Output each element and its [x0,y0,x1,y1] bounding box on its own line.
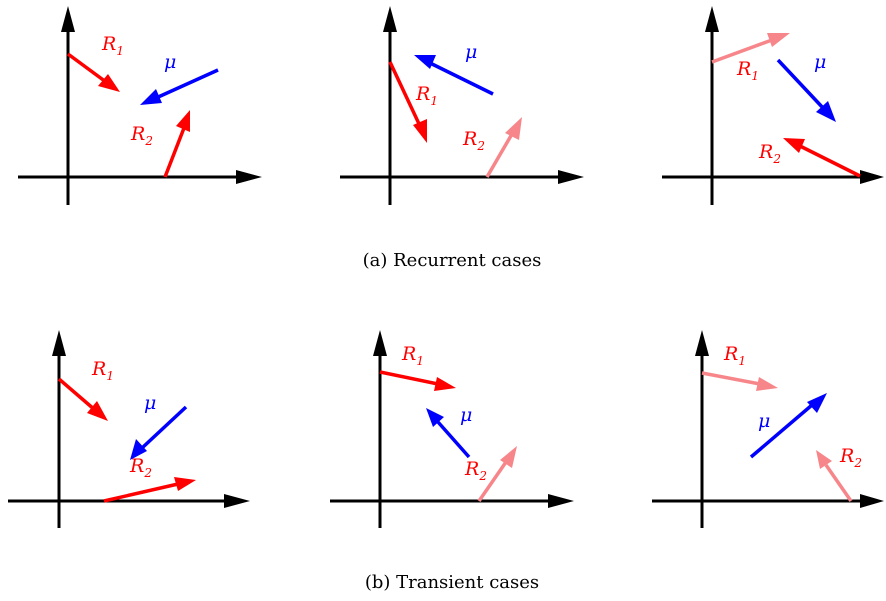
mu-arrow [130,405,188,460]
r2-arrow [163,110,190,178]
panel-transient-1: R1 R2 μ [8,330,250,528]
r1-label: R1 [415,83,438,108]
axes [8,330,250,528]
panel-transient-3: R1 R2 μ [652,330,884,528]
mu-label: μ [814,51,826,73]
r1-arrow [701,371,778,391]
r1-arrow [711,33,790,64]
r1-label: R1 [723,343,746,368]
r1-arrow [388,61,427,143]
x-axis-arrowhead [558,170,584,184]
panel-recurrent-2: R1 R2 μ [340,6,584,205]
r2-arrow [103,477,196,503]
panel-recurrent-1: R1 R2 μ [18,6,262,205]
r2-label: R2 [462,128,485,153]
mu-label: μ [460,404,472,426]
axes [330,330,574,528]
mu-label: μ [164,51,176,73]
x-axis-arrowhead [860,494,884,508]
x-axis-arrowhead [236,170,262,184]
x-axis-arrowhead [860,170,884,184]
mu-label: μ [758,410,770,432]
mu-arrow [140,68,219,105]
r1-label: R1 [91,358,114,383]
r2-arrow [477,446,517,502]
x-axis-arrowhead [548,494,574,508]
r1-arrow [57,377,108,421]
r2-label: R2 [839,445,862,470]
caption-recurrent: (a) Recurrent cases [363,250,542,271]
panel-transient-2: R1 R2 μ [330,330,574,528]
r1-arrow [379,370,456,391]
mu-arrow [414,55,494,96]
y-axis-arrowhead [383,6,397,32]
panel-recurrent-3: R1 R2 μ [662,6,884,205]
r2-label: R2 [758,141,781,166]
mu-arrow [426,408,471,459]
mu-arrow [749,393,827,459]
mu-label: μ [465,41,477,63]
r1-label: R1 [401,343,424,368]
axes [340,6,584,205]
y-axis-arrowhead [705,6,719,32]
r1-label: R1 [101,33,124,58]
y-axis-arrowhead [52,330,66,356]
r2-arrow [783,138,861,178]
axes [662,6,884,205]
x-axis-arrowhead [224,494,250,508]
y-axis-arrowhead [695,330,709,356]
r2-label: R2 [464,458,487,483]
y-axis-arrowhead [373,330,387,356]
r2-label: R2 [129,455,152,480]
mu-arrow [776,58,836,122]
caption-transient: (b) Transient cases [365,572,539,593]
axes [18,6,262,205]
r1-arrow [66,52,120,92]
y-axis-arrowhead [61,6,75,32]
r2-label: R2 [130,123,153,148]
mu-label: μ [144,392,156,414]
r1-label: R1 [736,58,759,83]
axes [652,330,884,528]
r2-arrow [816,450,853,502]
r2-arrow [485,117,522,178]
